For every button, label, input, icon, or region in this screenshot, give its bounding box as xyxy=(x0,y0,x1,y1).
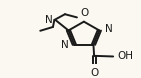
Text: N: N xyxy=(46,15,53,25)
Text: N: N xyxy=(61,40,69,50)
Text: OH: OH xyxy=(118,51,134,61)
Text: O: O xyxy=(81,8,89,18)
Text: O: O xyxy=(90,68,98,78)
Text: N: N xyxy=(105,24,112,34)
